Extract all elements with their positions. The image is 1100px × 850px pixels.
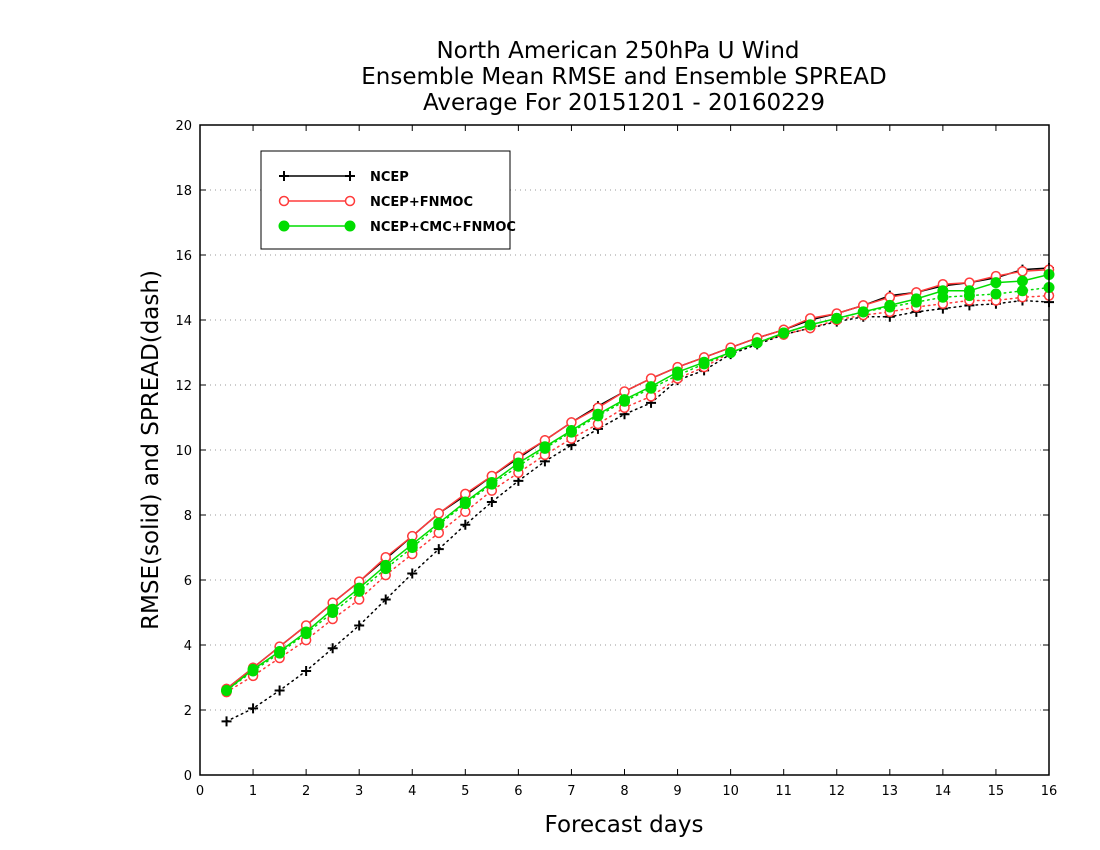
series-ncep-spread-point-3 — [301, 666, 312, 676]
legend-label-ncep-fnmoc: NCEP+FNMOC — [370, 195, 473, 210]
x-tick-label-2: 2 — [302, 784, 310, 799]
x-axis-label: Forecast days — [545, 812, 704, 838]
series-ncep-cmc-fnmoc-rmse-point-2 — [274, 646, 286, 657]
series-ncep-cmc-fnmoc-rmse-point-4 — [327, 603, 339, 615]
series-ncep-spread-point-0 — [221, 716, 232, 727]
x-tick-label-16: 16 — [1041, 784, 1058, 799]
x-tick-label-15: 15 — [988, 784, 1005, 799]
series-ncep-spread-point-4 — [327, 643, 338, 654]
series-ncep-cmc-fnmoc-rmse-point-18 — [698, 356, 710, 368]
series-ncep-cmc-fnmoc-rmse-point-29 — [990, 277, 1002, 289]
series-ncep-spread-point-8 — [433, 544, 444, 555]
series-ncep-cmc-fnmoc-rmse-point-11 — [512, 457, 524, 469]
series-ncep-cmc-fnmoc-rmse-point-3 — [300, 626, 312, 638]
legend-marker-end-ncep-cmc-fnmoc — [344, 220, 356, 232]
legend-box — [260, 150, 511, 250]
x-tick-label-6: 6 — [514, 784, 522, 799]
series-ncep-cmc-fnmoc-rmse-point-14 — [592, 408, 604, 420]
x-tick-label-3: 3 — [355, 784, 363, 799]
series-ncep-cmc-fnmoc-rmse-point-0 — [221, 685, 233, 696]
series-ncep-cmc-fnmoc-rmse-point-17 — [672, 366, 684, 378]
y-tick-label-0: 0 — [184, 769, 192, 784]
x-tick-label-12: 12 — [828, 784, 845, 799]
series-ncep-cmc-fnmoc-rmse-point-28 — [963, 285, 975, 297]
y-tick-label-9: 18 — [175, 184, 192, 199]
x-tick-label-14: 14 — [935, 784, 952, 799]
series-ncep-spread-point-6 — [380, 594, 391, 605]
legend-marker-start-ncep — [279, 171, 289, 181]
y-tick-label-7: 14 — [175, 314, 192, 329]
series-ncep-cmc-fnmoc-rmse-point-27 — [937, 285, 949, 297]
series-ncep-spread-point-5 — [354, 620, 365, 631]
series-layer — [221, 263, 1055, 727]
series-ncep-cmc-fnmoc-rmse-point-9 — [459, 496, 471, 508]
legend: NCEP NCEP+FNMOC NCEP+CMC+FNMOC — [260, 150, 516, 250]
x-tick-label-11: 11 — [775, 784, 792, 799]
series-ncep-cmc-fnmoc-rmse-point-30 — [1016, 275, 1028, 287]
series-ncep-cmc-fnmoc-rmse-point-8 — [433, 517, 445, 529]
x-tick-label-5: 5 — [461, 784, 469, 799]
x-tick-label-8: 8 — [620, 784, 628, 799]
y-tick-label-5: 10 — [175, 444, 192, 459]
series-ncep-cmc-fnmoc-rmse-point-12 — [539, 441, 551, 453]
series-ncep-cmc-fnmoc-rmse-point-10 — [486, 477, 498, 488]
series-ncep-cmc-fnmoc-rmse-point-21 — [778, 327, 790, 339]
legend-marker-end-ncep — [345, 171, 355, 181]
series-ncep-cmc-fnmoc-rmse-point-24 — [857, 306, 869, 318]
y-tick-label-3: 6 — [184, 574, 192, 589]
series-ncep-cmc-fnmoc-rmse-point-23 — [831, 312, 843, 324]
series-ncep-cmc-fnmoc-rmse-point-20 — [751, 337, 763, 349]
legend-marker-start-ncep-fnmoc — [278, 195, 290, 207]
series-ncep-cmc-fnmoc-rmse-point-13 — [565, 425, 577, 436]
series-ncep-spread-point-10 — [486, 497, 497, 507]
chart-title-line-1: North American 250hPa U Wind — [436, 38, 799, 64]
x-tick-label-9: 9 — [673, 784, 681, 799]
series-ncep-cmc-fnmoc-rmse-point-7 — [406, 538, 418, 550]
series-ncep-fnmoc-rmse-point-8 — [433, 508, 445, 519]
legend-marker-end-ncep-fnmoc — [344, 195, 356, 207]
series-ncep-cmc-fnmoc-spread-point-29 — [990, 288, 1002, 300]
series-ncep-cmc-fnmoc-rmse-point-22 — [804, 319, 816, 331]
series-ncep-cmc-fnmoc-rmse-point-5 — [353, 582, 365, 594]
x-tick-label-7: 7 — [567, 784, 575, 799]
y-tick-label-1: 2 — [184, 704, 192, 719]
series-ncep-cmc-fnmoc-rmse-point-6 — [380, 559, 392, 571]
x-tick-label-1: 1 — [249, 784, 257, 799]
series-ncep-spread-point-1 — [248, 703, 259, 714]
legend-label-ncep: NCEP — [370, 170, 409, 185]
y-tick-label-2: 4 — [184, 639, 192, 654]
x-tick-label-13: 13 — [882, 784, 899, 799]
series-ncep-cmc-fnmoc-rmse-point-15 — [619, 394, 630, 406]
x-tick-label-4: 4 — [408, 784, 416, 799]
legend-label-ncep-cmc-fnmoc: NCEP+CMC+FNMOC — [370, 220, 516, 235]
series-ncep-cmc-fnmoc-rmse-point-1 — [247, 663, 259, 675]
series-ncep-spread-point-2 — [274, 685, 285, 696]
x-tick-label-10: 10 — [722, 784, 739, 799]
series-ncep-cmc-fnmoc-rmse-point-25 — [884, 299, 896, 311]
chart-title-line-2: Ensemble Mean RMSE and Ensemble SPREAD — [361, 64, 886, 90]
series-ncep-fnmoc-rmse-point-30 — [1017, 266, 1028, 277]
series-ncep-cmc-fnmoc-rmse-point-26 — [910, 293, 922, 305]
series-ncep-cmc-fnmoc-rmse-point-19 — [725, 347, 737, 358]
x-tick-label-0: 0 — [196, 784, 204, 799]
series-ncep-spread-point-7 — [407, 568, 418, 579]
y-tick-label-4: 8 — [184, 509, 192, 524]
y-tick-label-8: 16 — [175, 249, 192, 264]
series-ncep-cmc-fnmoc-rmse-point-16 — [645, 381, 657, 393]
series-ncep-spread-point-9 — [460, 519, 471, 530]
y-tick-label-10: 20 — [175, 119, 192, 134]
chart-title-line-3: Average For 20151201 - 20160229 — [423, 90, 825, 116]
legend-marker-start-ncep-cmc-fnmoc — [278, 220, 290, 232]
y-tick-label-6: 12 — [175, 379, 192, 394]
series-ncep-cmc-fnmoc-spread-point-30 — [1016, 285, 1028, 297]
y-axis-label: RMSE(solid) and SPREAD(dash) — [138, 270, 164, 630]
